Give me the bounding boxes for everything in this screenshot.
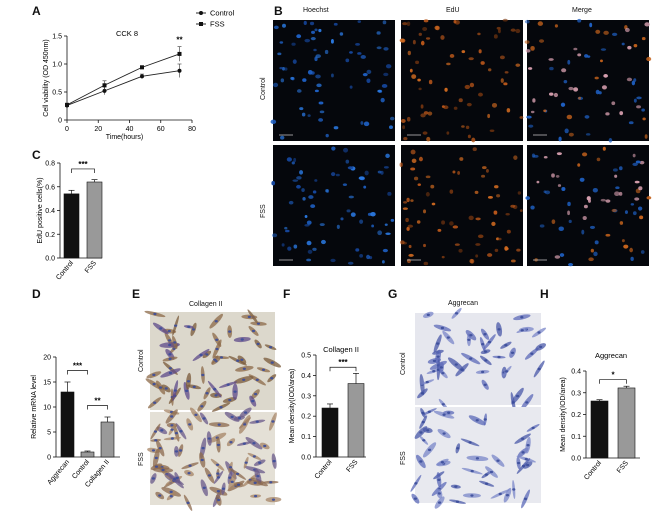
collagen-ii-density-bar-chart: 0.0 0.1 0.2 0.3 0.4 0.5 Mean density(IOD/area)… [289,345,366,481]
significance-bracket [599,379,627,384]
panel-letter-h: H [540,287,549,301]
y-tick-label: 0.2 [45,232,55,239]
y-tick-label: 1.5 [52,34,62,41]
x-tick-label: 80 [188,126,196,133]
y-tick-label: 0.5 [52,90,62,97]
y-tick-label: 0.0 [301,455,311,462]
significance-bracket [67,370,88,375]
significance-bracket [329,366,357,372]
y-tick-label: 0.3 [301,393,311,400]
micrograph-title: Aggrecan [448,300,478,307]
y-tick-label: 0 [58,118,62,125]
data-point-fss [65,102,69,107]
y-tick-label: 20 [43,355,51,362]
bar-control [590,400,609,459]
category-label: Control [583,459,603,481]
x-tick-label: 0 [65,126,69,133]
significance-bracket [71,168,95,173]
x-axis-label: Time(hours) [106,134,143,141]
data-point-fss [177,51,182,56]
micrograph-edu-control [399,18,524,143]
data-point-fss [102,83,107,88]
panel-letter-g: G [388,287,398,301]
micrograph-aggrecan-fss [410,407,541,509]
micrograph-edu-fss [399,145,523,266]
cck8-line-chart: 0 0.5 1.0 1.5 0 20 40 60 80 Time(hours) Cell viabi… [43,9,235,142]
legend-label-control: Control [210,9,235,18]
column-label-edu: EdU [446,7,460,14]
panel-letter-c: C [32,148,41,162]
y-tick-label: 5 [47,430,51,437]
micrograph-merge-control [524,18,652,143]
panel-letter-f: F [283,287,291,301]
y-tick-label: 0.4 [301,373,311,380]
chart-title: Aggrecan [595,351,627,360]
panel-letter-d: D [32,287,41,301]
panel-letter-e: E [132,287,141,301]
chart-title: CCK 8 [116,29,138,38]
y-tick-label: 0.0 [45,256,55,263]
y-tick-label: 0.3 [571,390,581,397]
x-tick-label: 20 [94,126,102,133]
micrograph-aggrecan-control [415,307,547,413]
micrograph-merge-fss [525,145,652,267]
x-tick-label: 40 [126,126,134,133]
panel-letter-b: B [274,4,283,18]
significance-label: ** [176,36,183,45]
y-axis-label: Mean density(IOD/area) [560,377,567,452]
significance-label: *** [73,362,83,371]
significance-label: ** [94,397,101,406]
significance-label: * [611,371,615,380]
y-tick-label: 1.0 [52,62,62,69]
panel-letter-a: A [32,4,41,18]
legend-marker-fss [199,22,203,26]
column-label-hoechst: Hoechst [303,7,329,14]
y-tick-label: 0.8 [45,161,55,168]
y-tick-label: 0.4 [45,208,55,215]
legend-marker-control [199,11,203,15]
y-axis-label: EdU positive cells(%) [37,177,44,243]
x-tick-label: 60 [157,126,165,133]
column-label-merge: Merge [572,7,592,14]
y-tick-label: 0.6 [45,184,55,191]
series-line-fss [66,53,180,106]
micrograph-hoechst-control [270,20,395,141]
y-tick-label: 10 [43,405,51,412]
y-tick-label: 0.2 [301,414,311,421]
y-tick-label: 0.1 [301,434,311,441]
y-axis-label: Relative mRNA level [31,375,38,439]
category-label: FSS [616,460,630,475]
bar-fss [617,387,636,459]
significance-bracket [87,405,108,410]
micrograph-title: Collagen II [189,301,223,308]
series-line-control [66,70,180,106]
y-tick-label: 0.0 [571,456,581,463]
y-axis-label: Mean density(IOD/area) [289,369,296,444]
chart-title: Collagen II [323,345,359,354]
data-point-control [102,88,107,93]
y-tick-label: 15 [43,380,51,387]
y-tick-label: 0.5 [301,353,311,360]
significance-label: *** [338,358,348,367]
y-tick-label: 0.2 [571,412,581,419]
y-tick-label: 0.1 [571,434,581,441]
y-axis-label: Cell viability (OD 450nm) [43,39,50,116]
data-point-control [177,68,182,73]
y-tick-label: 0 [47,455,51,462]
y-tick-label: 0.4 [571,369,581,376]
micrograph-hoechst-fss [271,145,395,266]
data-point-fss [140,65,144,70]
legend-label-fss: FSS [210,20,225,29]
micrograph-collagen-control [144,309,282,412]
micrograph-collagen-fss [147,407,282,511]
data-point-control [140,74,144,79]
significance-label: *** [78,160,88,169]
